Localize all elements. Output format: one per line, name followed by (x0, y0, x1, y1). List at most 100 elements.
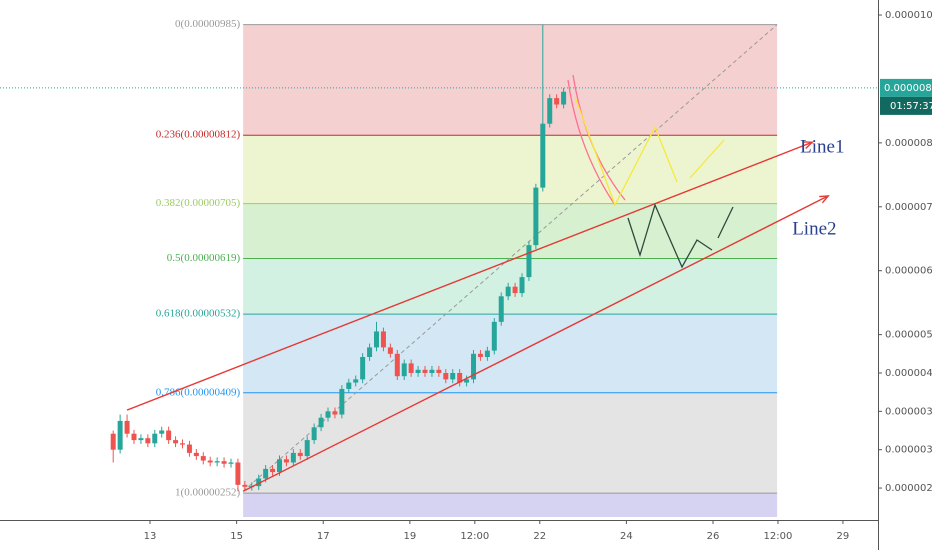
candle-body (138, 438, 144, 441)
candle-body (270, 468, 276, 473)
price-tag-label: 0.00000886 (884, 83, 932, 94)
fib-label: 1(0.00000252) (175, 487, 240, 499)
candle-body (193, 452, 199, 457)
trend-line-label: Line1 (800, 137, 844, 158)
fib-label: 0.786(0.00000409) (156, 386, 241, 398)
candle-body (484, 350, 490, 358)
pink-curve (567, 79, 616, 206)
candle-body (242, 484, 248, 487)
candle-body (498, 296, 504, 322)
candle-body (325, 411, 331, 418)
x-tick-label: 12:00 (460, 531, 489, 542)
plot: Line1 Line2 (110, 24, 845, 492)
candle-body (152, 433, 158, 444)
fib-band (243, 135, 778, 204)
candle-body (173, 440, 179, 444)
candle-body (422, 369, 428, 373)
candle-body (561, 91, 567, 105)
candle-body (547, 98, 553, 124)
candle-body (179, 443, 185, 445)
trend-line-label: Line2 (792, 218, 836, 239)
candle-body (360, 357, 366, 380)
x-tick-label: 17 (317, 531, 330, 542)
y-tick-label: 0.00000380 (885, 406, 932, 417)
x-tick-label: 29 (837, 531, 850, 542)
y-tick-label: 0.00000320 (885, 445, 932, 456)
x-tick-label: 13 (144, 531, 157, 542)
x-tick-label: 19 (403, 531, 416, 542)
y-tick-label: 0.00000800 (885, 138, 932, 149)
candle-body (297, 452, 303, 457)
candle-body (429, 369, 435, 373)
candle-body (304, 440, 310, 457)
yellow-arrow (689, 139, 725, 179)
y-tick-label: 0.00000440 (885, 368, 932, 379)
candle-body (457, 372, 463, 383)
candle-body (235, 462, 241, 485)
candle-body (221, 461, 227, 464)
candle-body (394, 353, 400, 377)
candle-body (117, 420, 123, 450)
y-tick-label: 0.00001000 (885, 10, 932, 21)
y-tick-label: 0.00000500 (885, 330, 932, 341)
x-tick-label: 24 (620, 531, 633, 542)
candle-body (277, 459, 283, 473)
fib-label: 0.382(0.00000705) (156, 197, 241, 209)
candle-body (519, 277, 525, 294)
candle-body (374, 331, 380, 348)
candle-body (214, 461, 220, 463)
candle-body (166, 430, 172, 441)
candle-body (526, 245, 532, 278)
candle-body (145, 438, 151, 444)
candle-body (443, 372, 449, 380)
fib-band (243, 258, 778, 315)
candle-body (318, 417, 324, 428)
countdown-tag (880, 96, 932, 115)
y-tick-label: 0.00000260 (885, 483, 932, 494)
fib-label: 0(0.00000985) (175, 18, 240, 30)
candle-body (339, 388, 345, 415)
candle-body (159, 430, 165, 434)
dark-arrow (717, 206, 734, 239)
fib-band (243, 392, 778, 494)
candle-body (346, 382, 352, 389)
candle-body (124, 420, 130, 434)
countdown-label: 01:57:37 (890, 101, 932, 112)
candle-body (471, 353, 477, 380)
candle-body (131, 433, 137, 441)
y-tick-label: 0.00000600 (885, 266, 932, 277)
trend-line (242, 195, 829, 492)
candle-body (554, 98, 560, 105)
x-tick-label: 15 (230, 531, 243, 542)
candle-body (387, 347, 393, 354)
fib-band (243, 203, 778, 259)
fib-label: 0.618(0.00000532) (156, 308, 241, 320)
price-tag (880, 78, 932, 97)
candle-body (436, 369, 442, 373)
candle-body (477, 353, 483, 358)
x-tick-label: 26 (707, 531, 720, 542)
candle-body (408, 363, 414, 373)
candle-body (450, 372, 456, 380)
trend-diagonal (242, 24, 778, 492)
candle-body (186, 444, 192, 453)
fib-band (243, 314, 778, 393)
dark-arrow (627, 203, 713, 269)
candle-body (256, 478, 262, 487)
x-tick-label: 22 (533, 531, 546, 542)
candle-body (540, 123, 546, 188)
y-tick-label: 0.00000700 (885, 202, 932, 213)
trend-line (126, 141, 813, 411)
candle-body (491, 321, 497, 351)
candle-body (512, 286, 518, 294)
candle-body (283, 459, 289, 463)
candle-body (332, 411, 338, 415)
fib-label: 0.236(0.00000812) (156, 129, 241, 141)
background: 0(0.00000985) 0.236(0.00000812) 0.382(0.00… (0, 18, 878, 517)
yellow-arrow (574, 96, 678, 207)
candle-body (533, 187, 539, 246)
candle-body (367, 347, 373, 358)
fib-label: 0.5(0.00000619) (167, 252, 241, 264)
